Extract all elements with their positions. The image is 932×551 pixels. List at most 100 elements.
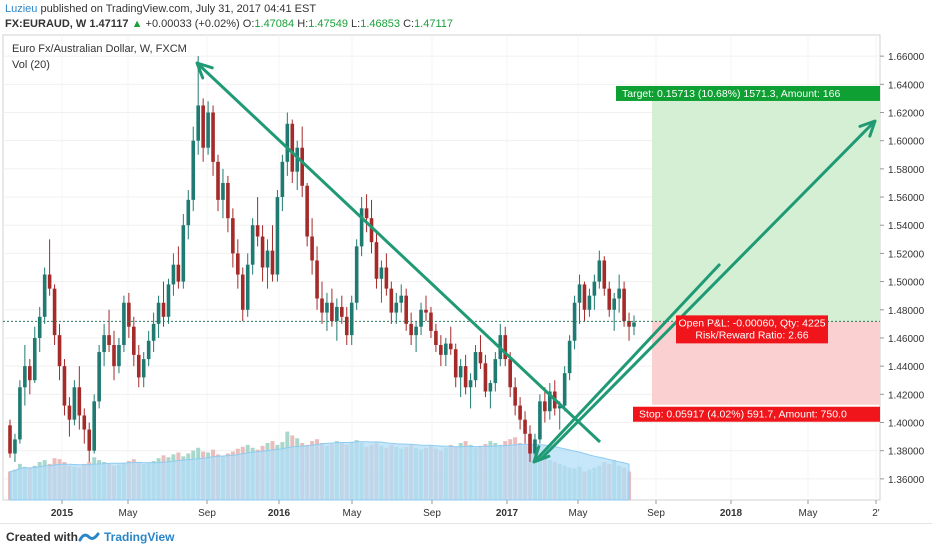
risk-reward-text: Risk/Reward Ratio: 2.66	[695, 329, 808, 341]
time-tick-label: Sep	[647, 508, 665, 519]
candle-body	[221, 182, 225, 200]
candle-body	[186, 199, 191, 226]
price-tick-label: 1.60000	[888, 137, 925, 148]
candle-body	[102, 335, 106, 353]
candle-body	[260, 236, 265, 268]
candle-body	[315, 260, 319, 299]
trend-arrows[interactable]	[195, 61, 877, 464]
candle-body	[369, 218, 374, 243]
candle-body	[409, 323, 413, 336]
price-axis[interactable]: 1.66000 1.64000 1.62000 1.60000 1.58000 1.560…	[880, 32, 932, 522]
candle-body	[493, 359, 498, 384]
volume-label: Vol (20)	[12, 59, 50, 71]
candle	[107, 309, 111, 353]
candle	[429, 306, 433, 338]
high-value: 1.47549	[308, 18, 348, 30]
candle	[82, 408, 87, 444]
down-trend-arrow-shaft	[195, 61, 602, 444]
candle-body	[32, 337, 37, 381]
time-tick-label: 2018	[720, 508, 743, 519]
candle-body	[265, 250, 270, 268]
candle-body	[270, 250, 275, 275]
candle	[503, 326, 508, 367]
candle-body	[468, 380, 473, 388]
created-with-text: Created with	[6, 530, 79, 544]
candle-body	[557, 405, 562, 409]
candle	[310, 218, 314, 275]
price-tick-label: 1.46000	[888, 334, 925, 345]
candle	[102, 323, 106, 367]
candle	[171, 253, 176, 296]
candle	[523, 411, 527, 444]
up-target-arrow-shaft	[538, 119, 877, 462]
candle-body	[176, 264, 181, 282]
time-tick-label: Sep	[423, 508, 441, 519]
up-arrow-icon: ▲	[131, 18, 143, 30]
candle	[151, 312, 156, 353]
candle	[592, 274, 597, 310]
candle	[181, 213, 186, 289]
candle	[32, 326, 37, 384]
candle-body	[562, 373, 567, 406]
candle-body	[127, 302, 131, 327]
return-arrow-tail-shaft	[532, 262, 722, 464]
candle-body	[330, 302, 334, 322]
pnl-text: Open P&L: -0.00060, Qty: 4225	[678, 317, 825, 329]
candle-body	[28, 366, 32, 381]
candle	[493, 352, 498, 392]
candle	[562, 366, 567, 412]
candle	[528, 425, 532, 462]
candle-body	[77, 387, 82, 416]
candle-body	[488, 383, 493, 392]
candle	[57, 323, 62, 381]
candle-body	[231, 218, 235, 254]
candle	[28, 359, 32, 395]
candle-body	[245, 264, 250, 310]
tradingview-brand[interactable]: TradingView	[104, 530, 175, 544]
price-tick-label: 1.48000	[888, 306, 925, 317]
close-label: C:	[403, 18, 415, 30]
candle	[448, 326, 453, 355]
open-value: 1.47084	[254, 18, 295, 30]
candle-body	[181, 225, 186, 282]
candle-body	[572, 302, 577, 341]
candle-body	[52, 288, 57, 336]
candle	[414, 321, 418, 353]
open-label: O:	[242, 18, 255, 30]
candle-body	[439, 345, 443, 355]
candle	[419, 302, 423, 336]
candle	[196, 56, 200, 155]
candle-body	[107, 335, 111, 345]
candle	[330, 288, 334, 327]
candle	[602, 256, 607, 296]
price-chart[interactable]: Target: 0.15713 (10.68%) 1571.3, Amount:…	[0, 32, 932, 522]
candle	[597, 250, 602, 289]
return-arrow-tail	[532, 262, 722, 464]
candle-body	[513, 387, 517, 406]
chart-title: Euro Fx/Australian Dollar, W, FXCM	[12, 43, 187, 55]
candle-body	[448, 343, 453, 350]
candle	[483, 354, 488, 398]
candle	[270, 225, 275, 282]
candle-body	[236, 253, 240, 275]
candle-body	[122, 302, 126, 345]
candle	[231, 208, 235, 268]
candle-body	[419, 309, 423, 327]
candle-body	[582, 284, 587, 310]
time-axis[interactable]: 2015 May Sep 2016 May Sep 2017 May Sep 2018 May 2'	[51, 500, 880, 519]
price-tick-label: 1.44000	[888, 362, 925, 373]
symbol-name: FX:EURAUD, W	[5, 18, 87, 30]
candle	[112, 330, 116, 381]
candle	[622, 281, 626, 327]
candle-body	[617, 288, 621, 299]
candle	[444, 337, 448, 367]
candle-body	[632, 322, 636, 327]
candle	[354, 239, 359, 310]
candle	[567, 335, 572, 381]
candle	[463, 354, 468, 395]
author-name[interactable]: Luzieu	[5, 3, 38, 15]
candle-body	[607, 288, 612, 310]
candle-body	[379, 267, 384, 279]
candle-body	[344, 316, 349, 336]
candle	[211, 105, 215, 176]
